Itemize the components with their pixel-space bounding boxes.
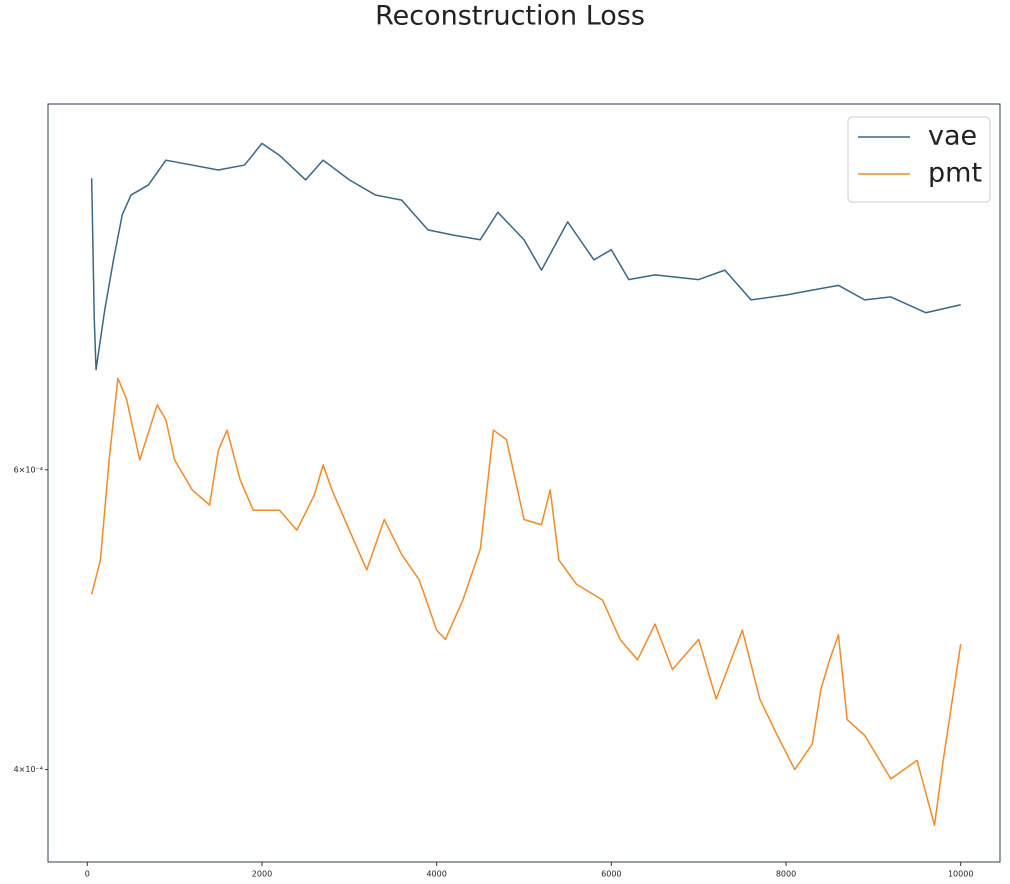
x-tick-label: 0 [85, 870, 90, 879]
x-tick-label: 10000 [948, 870, 973, 879]
line-series [90, 142, 961, 371]
x-tick-label: 4000 [426, 870, 446, 879]
legend-label: vae [928, 121, 977, 152]
y-tick-label: 4×10⁻⁴ [14, 765, 43, 774]
line-series [90, 377, 962, 826]
x-tick-label: 2000 [252, 870, 272, 879]
plot-frame [47, 103, 1001, 863]
chart-title: Reconstruction Loss [375, 1, 645, 32]
y-tick-label: 6×10⁻⁴ [14, 465, 43, 474]
legend-label: pmt [928, 158, 982, 189]
x-tick-label: 8000 [776, 870, 796, 879]
x-tick-label: 6000 [601, 870, 621, 879]
legend-box [847, 116, 991, 203]
